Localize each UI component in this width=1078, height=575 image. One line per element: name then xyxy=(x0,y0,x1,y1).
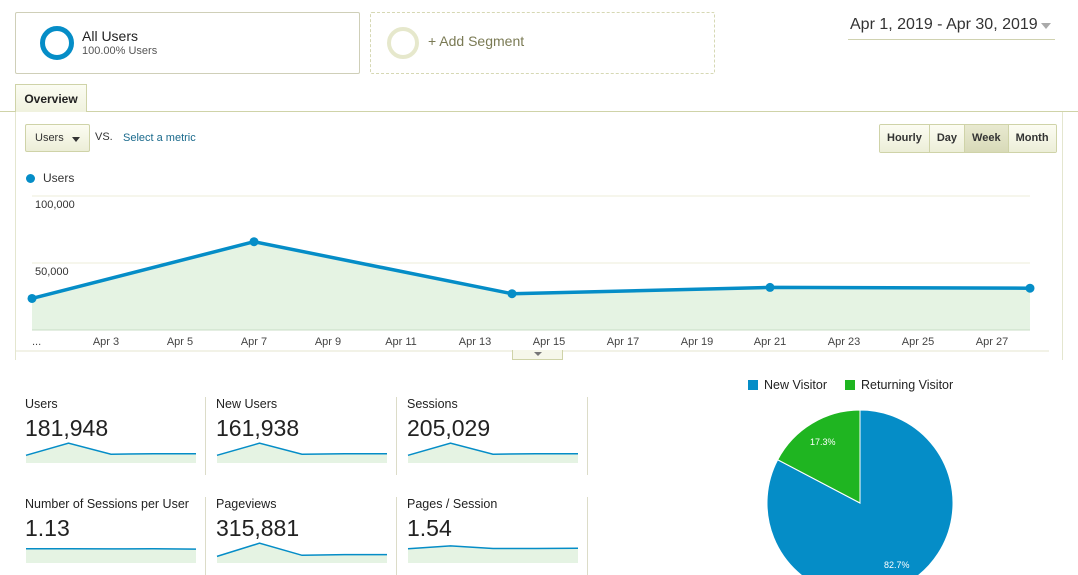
sparkline-fill xyxy=(217,443,387,463)
pie-slice-returning-visitor[interactable] xyxy=(776,409,861,504)
date-range-picker[interactable]: Apr 1, 2019 - Apr 30, 2019 xyxy=(848,14,1055,40)
pie-legend-returning-visitor: Returning Visitor xyxy=(845,378,953,392)
sparkline-fill xyxy=(408,545,578,563)
users-data-point[interactable] xyxy=(1025,283,1035,293)
metric-sparkline xyxy=(407,545,579,563)
add-segment-button[interactable]: + Add Segment xyxy=(370,12,715,74)
metric-card[interactable]: New Users 161,938 xyxy=(206,397,397,475)
metric-label: Sessions xyxy=(407,397,458,411)
x-tick-label: Apr 13 xyxy=(459,336,491,348)
x-tick-label: Apr 17 xyxy=(607,336,639,348)
metric-card[interactable]: Pages / Session 1.54 xyxy=(397,497,588,575)
pie-label-new-visitor: 82.7% xyxy=(884,560,910,570)
vs-label: VS. xyxy=(95,131,113,143)
sparkline-fill xyxy=(26,443,196,463)
legend-swatch-new-visitor xyxy=(748,380,758,390)
month-button[interactable]: Month xyxy=(1008,125,1056,152)
metric-sparkline xyxy=(25,442,196,463)
metric-sparkline xyxy=(407,442,578,463)
users-data-point[interactable] xyxy=(507,289,517,299)
users-line-chart: 100,000 50,000... Apr 3 Apr 5 Apr 7 Apr 9 Apr … xyxy=(15,195,1049,352)
legend-label-users: Users xyxy=(43,171,75,185)
legend-swatch-returning-visitor xyxy=(845,380,855,390)
add-segment-label: + Add Segment xyxy=(428,33,525,49)
x-tick-label: Apr 5 xyxy=(167,336,193,348)
sparkline-line xyxy=(216,442,387,457)
legend-dot-users xyxy=(26,174,35,183)
select-metric-link[interactable]: Select a metric xyxy=(123,132,196,144)
x-tick-label: Apr 7 xyxy=(241,336,267,348)
metric-sparkline xyxy=(216,442,387,463)
chart-collapse-toggle[interactable] xyxy=(512,350,563,360)
x-tick-label: Apr 23 xyxy=(828,336,860,348)
metric-value: 315,881 xyxy=(216,515,300,541)
caret-down-icon xyxy=(72,137,80,142)
x-tick-label: Apr 19 xyxy=(681,336,713,348)
x-tick-label: Apr 25 xyxy=(902,336,934,348)
caret-down-icon xyxy=(1041,23,1051,29)
metric-value: 181,948 xyxy=(25,415,109,441)
metric-dropdown-label: Users xyxy=(35,132,64,144)
metric-value: 1.54 xyxy=(407,515,452,541)
legend-label-returning-visitor: Returning Visitor xyxy=(861,378,954,392)
x-tick-label: ... xyxy=(32,336,41,348)
metric-label: New Users xyxy=(216,397,278,411)
sparkline-fill xyxy=(408,443,578,463)
hourly-button[interactable]: Hourly xyxy=(880,125,930,152)
users-data-point[interactable] xyxy=(249,237,259,247)
x-tick-label: Apr 27 xyxy=(976,336,1008,348)
users-area-fill xyxy=(32,241,1030,330)
metric-value: 1.13 xyxy=(25,515,70,541)
chart-panel xyxy=(15,112,1063,360)
pie-legend-new-visitor: New Visitor xyxy=(748,378,827,392)
sparkline-line xyxy=(25,442,196,457)
pie-slice-new-visitor[interactable] xyxy=(766,409,954,575)
x-tick-label: Apr 21 xyxy=(754,336,786,348)
metric-card[interactable]: Sessions 205,029 xyxy=(397,397,588,475)
y-tick-label: 100,000 xyxy=(35,199,75,211)
metric-label: Users xyxy=(25,397,58,411)
x-tick-label: Apr 11 xyxy=(385,336,417,348)
metric-card[interactable]: Pageviews 315,881 xyxy=(206,497,397,575)
y-tick-label: 50,000 xyxy=(35,266,69,278)
users-data-point[interactable] xyxy=(27,293,37,303)
week-button[interactable]: Week xyxy=(965,125,1009,152)
segment-all-users[interactable]: All Users 100.00% Users xyxy=(15,12,360,74)
sparkline-line xyxy=(216,542,387,558)
segment-subtitle: 100.00% Users xyxy=(82,45,158,57)
metric-card[interactable]: Users 181,948 xyxy=(15,397,206,475)
date-range-text: Apr 1, 2019 - Apr 30, 2019 xyxy=(850,16,1038,33)
metric-label: Pageviews xyxy=(216,497,277,511)
tab-divider xyxy=(0,111,1078,112)
sparkline-fill xyxy=(26,548,196,563)
metric-sparkline xyxy=(216,542,387,563)
users-data-point[interactable] xyxy=(765,282,775,292)
metric-label: Number of Sessions per User xyxy=(25,497,189,511)
pie-label-returning-visitor: 17.3% xyxy=(810,437,836,447)
time-granularity-group: Hourly Day Week Month xyxy=(879,124,1057,153)
sparkline-fill xyxy=(217,543,387,563)
segment-title: All Users xyxy=(82,28,139,44)
metric-value: 205,029 xyxy=(407,415,491,441)
day-button[interactable]: Day xyxy=(929,125,966,152)
metric-card[interactable]: Number of Sessions per User 1.13 xyxy=(15,497,206,575)
sparkline-line xyxy=(407,442,578,457)
segment-ring-empty-icon xyxy=(387,27,419,59)
x-tick-label: Apr 9 xyxy=(315,336,341,348)
tab-overview[interactable]: Overview xyxy=(15,84,87,112)
metric-sparkline xyxy=(26,547,197,563)
metric-value: 161,938 xyxy=(216,415,300,441)
sparkline-line xyxy=(407,545,579,550)
metric-dropdown[interactable]: Users xyxy=(25,124,90,152)
metric-label: Pages / Session xyxy=(407,497,498,511)
segment-ring-icon xyxy=(40,26,74,60)
legend-label-new-visitor: New Visitor xyxy=(764,378,827,392)
x-tick-label: Apr 3 xyxy=(93,336,119,348)
x-tick-label: Apr 15 xyxy=(533,336,565,348)
